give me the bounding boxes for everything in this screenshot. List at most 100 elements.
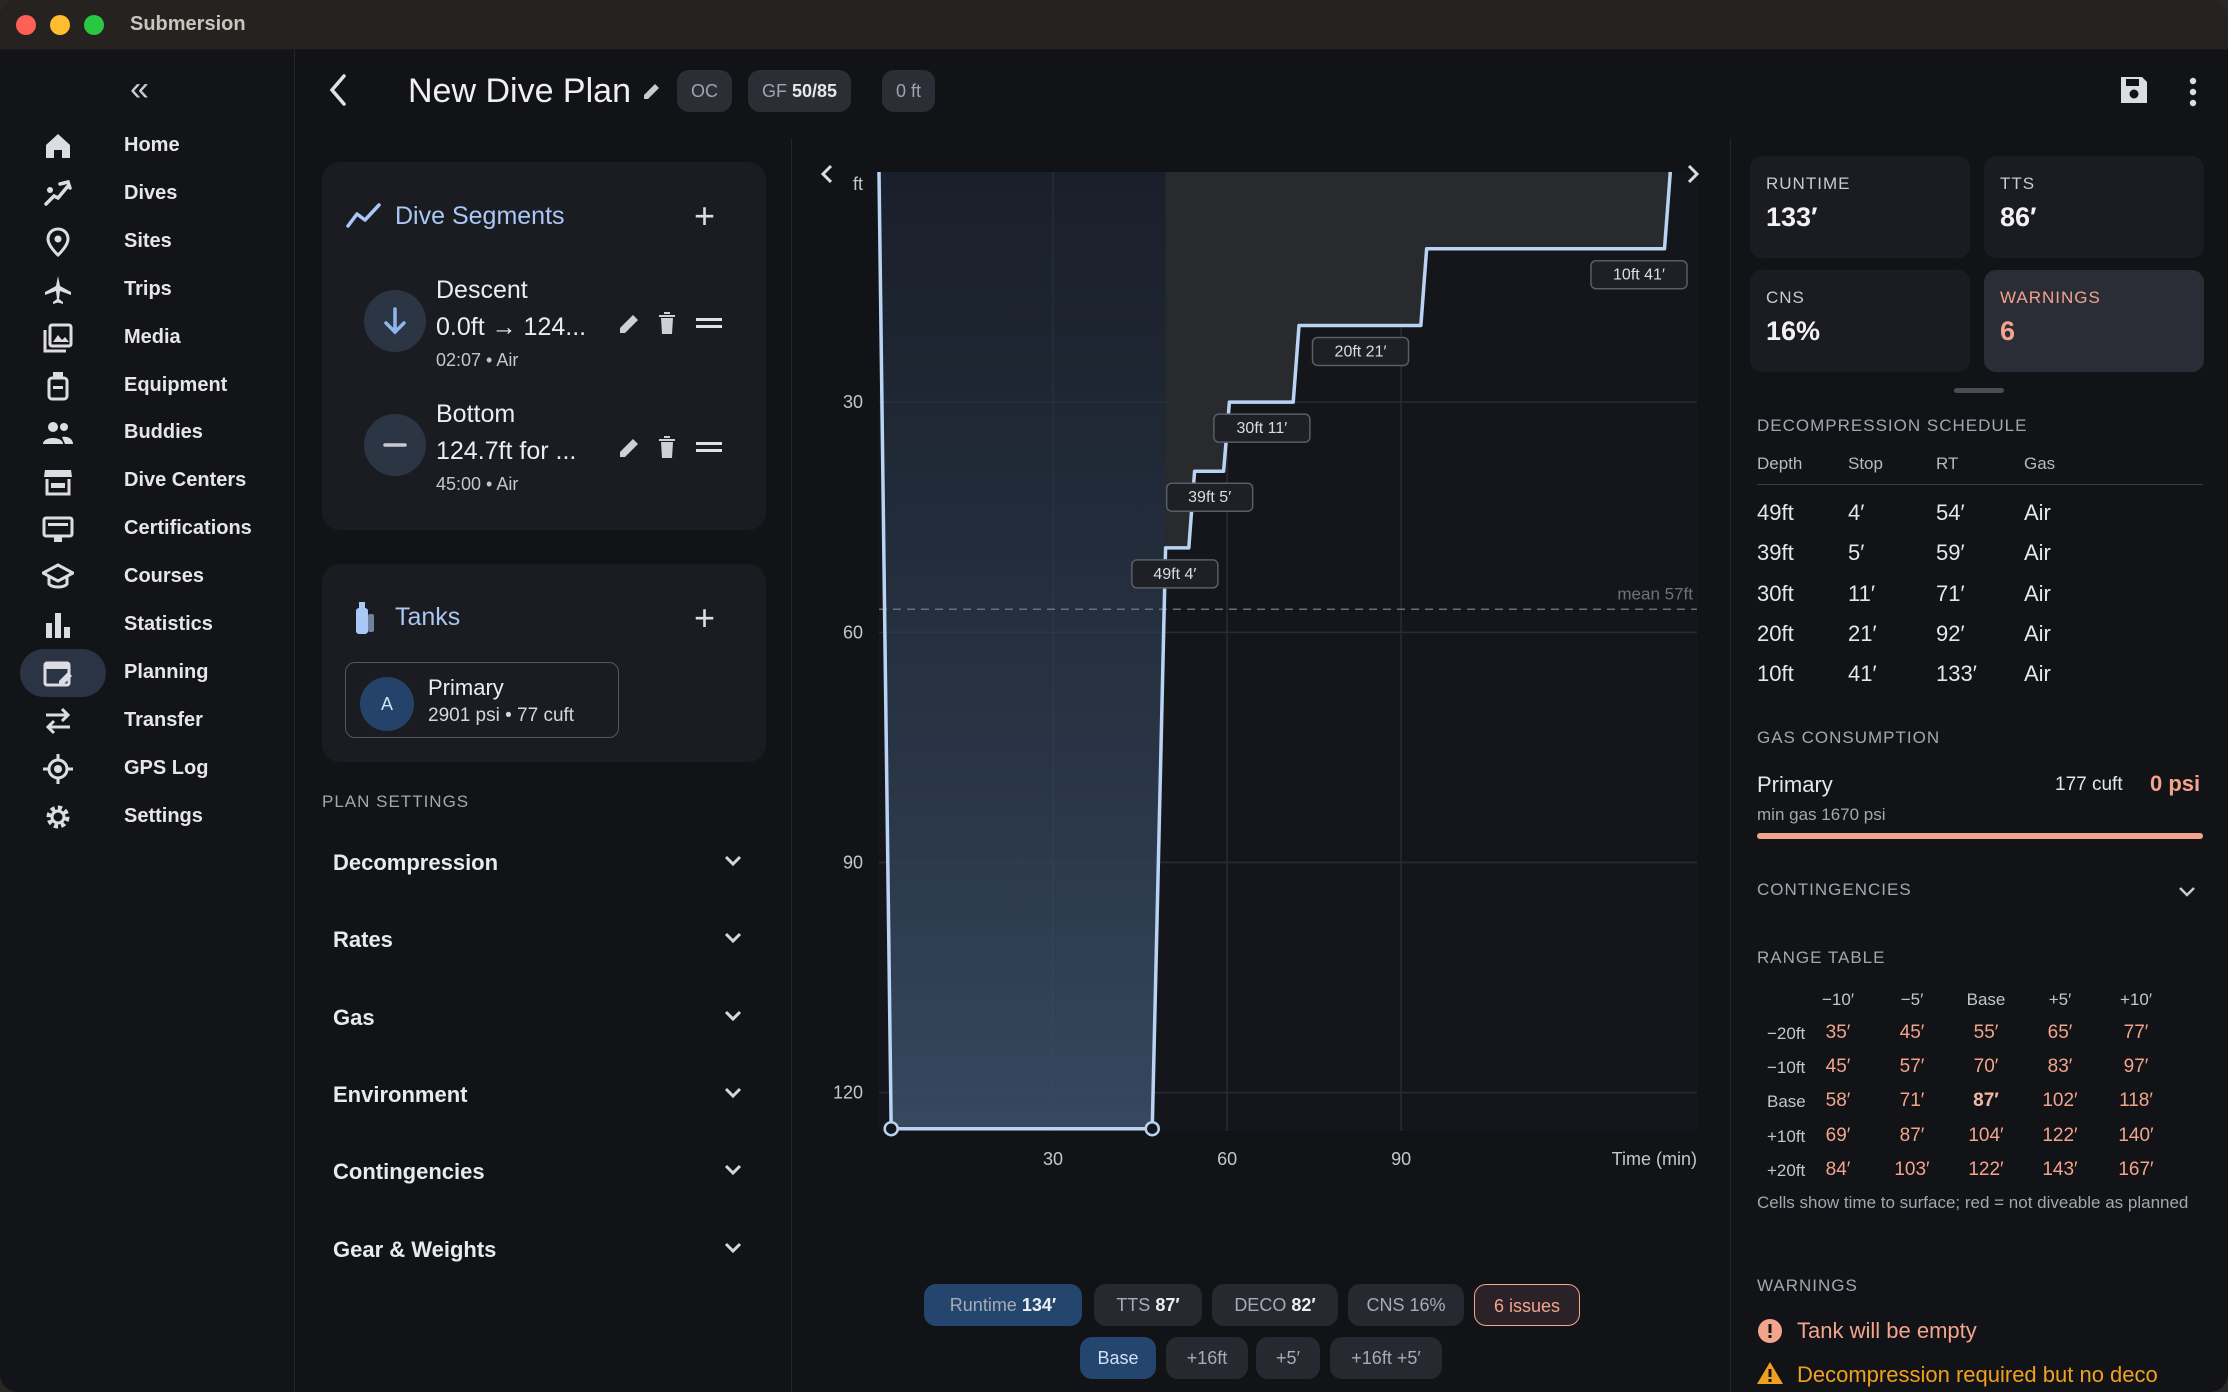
sidebar: « Home Dives Sites Trips Media Equipment Buddi… <box>0 50 295 1392</box>
delete-segment-icon[interactable] <box>654 434 680 460</box>
warning-triangle-icon <box>1757 1362 1783 1384</box>
chip-text: DECO <box>1234 1295 1287 1315</box>
profile-area <box>879 172 1166 1129</box>
minimize-window-button[interactable] <box>50 15 70 35</box>
y-tick-label: 120 <box>833 1083 863 1103</box>
sidebar-item-label: Trips <box>124 277 172 300</box>
range-table-cell: 122′ <box>1968 1158 2004 1180</box>
cns-value: 16% <box>1766 316 1821 346</box>
sidebar-item-home[interactable]: Home <box>20 120 280 172</box>
sidebar-item-label: Certifications <box>124 517 252 540</box>
collapse-sidebar-button[interactable]: « <box>130 70 149 108</box>
back-arrow-icon[interactable] <box>326 70 350 110</box>
warnings-stat[interactable]: WARNINGS 6 <box>1984 270 2204 372</box>
deco-table-cell: 21′ <box>1848 620 1877 646</box>
drag-handle-icon[interactable] <box>696 434 722 460</box>
more-vert-icon[interactable] <box>2188 76 2198 108</box>
range-table-row-header: −20ft <box>1767 1024 1806 1043</box>
drag-handle-icon[interactable] <box>696 310 722 336</box>
range-table-cell: 87′ <box>1899 1124 1925 1146</box>
delete-segment-icon[interactable] <box>654 310 680 336</box>
range-table-cell: 87′ <box>1973 1090 1999 1112</box>
edit-segment-icon[interactable] <box>617 434 643 460</box>
tank-item-primary[interactable]: A Primary 2901 psi • 77 cuft <box>345 662 619 738</box>
deco-table-cell: 20ft <box>1757 620 1794 646</box>
chevron-down-icon <box>724 1242 742 1253</box>
sidebar-item-settings[interactable]: Settings <box>20 791 280 843</box>
chevron-down-icon[interactable] <box>2178 886 2196 898</box>
add-segment-button[interactable]: + <box>694 195 716 236</box>
plan-setting-environment[interactable]: Environment <box>333 1070 753 1120</box>
photo-library-icon <box>43 323 73 353</box>
tts-chip[interactable]: TTS 87′ <box>1094 1284 1202 1326</box>
range-table-col-header: +5′ <box>2048 990 2072 1009</box>
deco-table-header: Stop <box>1848 454 1883 473</box>
sidebar-item-statistics[interactable]: Statistics <box>20 599 280 651</box>
sidebar-item-media[interactable]: Media <box>20 312 280 364</box>
segment-detail: 0.0ft → 124... <box>436 313 587 341</box>
sidebar-item-certifications[interactable]: Certifications <box>20 503 280 555</box>
warnings-value: 6 <box>2000 316 2016 346</box>
range-table-cell: 118′ <box>2119 1090 2153 1112</box>
plan-setting-label: Rates <box>333 927 393 953</box>
deco-stop-label-box <box>1213 413 1311 443</box>
deco-table-divider <box>1757 484 2203 485</box>
sidebar-item-planning[interactable]: Planning <box>20 647 280 699</box>
sidebar-item-dives[interactable]: Dives <box>20 168 280 220</box>
chip-gradient-factors: GF 50/85 <box>748 70 852 112</box>
pan-left-icon[interactable] <box>820 164 833 184</box>
sidebar-item-gps-log[interactable]: GPS Log <box>20 743 280 795</box>
sidebar-item-courses[interactable]: Courses <box>20 551 280 603</box>
scenario-chip[interactable]: +16ft +5′ <box>1330 1337 1442 1379</box>
edit-segment-icon[interactable] <box>617 310 643 336</box>
runtime-chip[interactable]: Runtime 134′ <box>924 1284 1082 1326</box>
save-icon[interactable] <box>2118 74 2150 106</box>
close-window-button[interactable] <box>16 15 36 35</box>
waypoint-handle[interactable] <box>1144 1120 1160 1137</box>
deco-chip[interactable]: DECO 82′ <box>1212 1284 1338 1326</box>
sidebar-item-equipment[interactable]: Equipment <box>20 360 280 412</box>
plan-setting-contingencies[interactable]: Contingencies <box>333 1147 753 1197</box>
plan-setting-gear-weights[interactable]: Gear & Weights <box>333 1225 753 1275</box>
sidebar-item-label: Media <box>124 325 181 348</box>
plan-setting-gas[interactable]: Gas <box>333 993 753 1043</box>
sidebar-item-transfer[interactable]: Transfer <box>20 695 280 747</box>
sidebar-item-dive-centers[interactable]: Dive Centers <box>20 455 280 507</box>
deco-stop-label-box <box>1590 259 1688 290</box>
y-axis-label: ft <box>853 174 863 194</box>
deco-table-cell: 4′ <box>1848 500 1865 525</box>
pan-right-icon[interactable] <box>1687 164 1700 184</box>
sidebar-item-label: Dive Centers <box>124 469 247 492</box>
deco-table-cell: Air <box>2024 500 2051 525</box>
zoom-window-button[interactable] <box>84 15 104 35</box>
storefront-icon <box>44 470 72 496</box>
sidebar-item-trips[interactable]: Trips <box>20 264 280 316</box>
tts-label: TTS <box>2000 174 2036 193</box>
plan-settings-label: PLAN SETTINGS <box>322 792 470 811</box>
chip-gf-label: GF <box>762 81 787 101</box>
y-tick-label: 60 <box>843 622 863 642</box>
waypoint-handle[interactable] <box>883 1120 899 1137</box>
sidebar-item-sites[interactable]: Sites <box>20 216 280 268</box>
range-table-cell: 69′ <box>1825 1124 1851 1146</box>
plan-setting-decompression[interactable]: Decompression <box>333 838 753 888</box>
scenario-chip[interactable]: +16ft <box>1166 1337 1248 1379</box>
plan-setting-rates[interactable]: Rates <box>333 915 753 965</box>
add-tank-button[interactable]: + <box>694 597 716 638</box>
edit-title-icon[interactable] <box>641 80 663 102</box>
range-table-cell: 167′ <box>2118 1158 2154 1180</box>
scenario-chip[interactable]: Base <box>1080 1337 1156 1379</box>
sidebar-item-buddies[interactable]: Buddies <box>20 407 280 459</box>
plan-setting-label: Gas <box>333 1004 375 1030</box>
warning-item: Decompression required but no deco <box>1797 1362 2158 1387</box>
resize-handle[interactable] <box>1954 388 2004 393</box>
timeline-icon <box>346 203 381 228</box>
range-table-cell: 103′ <box>1894 1158 1930 1180</box>
scenario-chip[interactable]: +5′ <box>1256 1337 1320 1379</box>
cns-chip[interactable]: CNS 16% <box>1348 1284 1464 1326</box>
issues-chip[interactable]: 6 issues <box>1474 1284 1580 1326</box>
range-table-row-header: +10ft <box>1767 1126 1806 1146</box>
range-table-col-header: +10′ <box>2119 990 2153 1009</box>
nav-active-indicator <box>20 648 106 697</box>
gas-usage-fill <box>1757 833 2203 839</box>
